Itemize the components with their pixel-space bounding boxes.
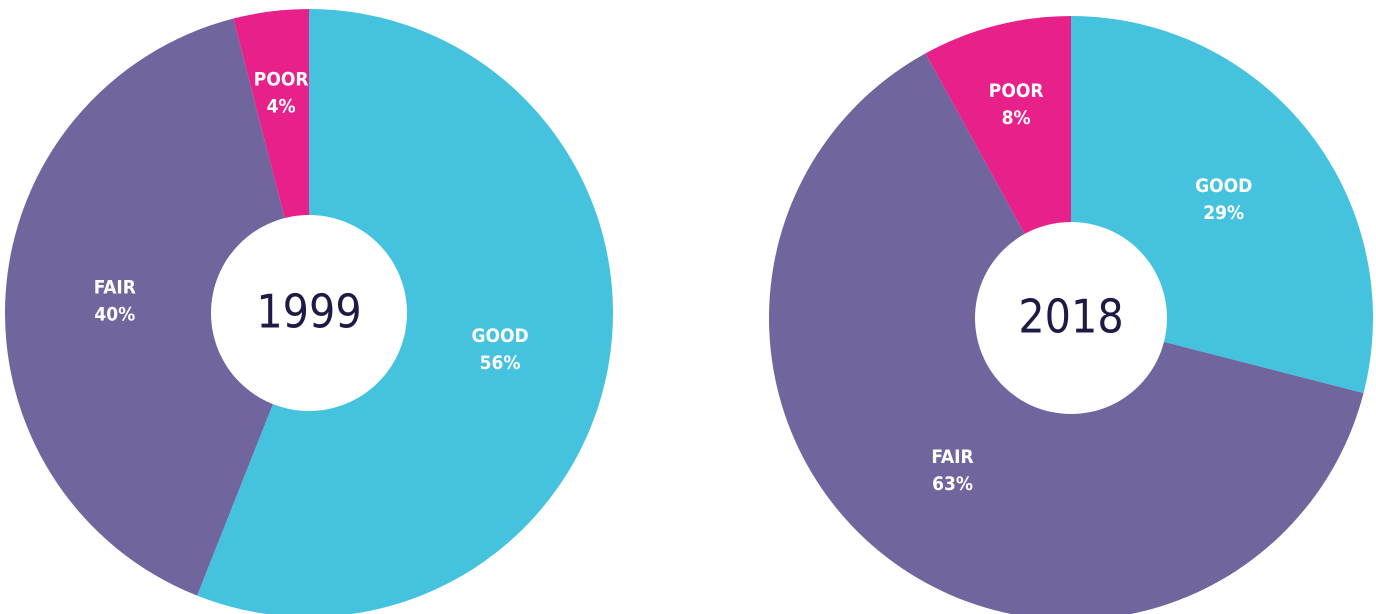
- donut-hole: [975, 222, 1167, 414]
- slice-value: 29%: [1203, 202, 1244, 224]
- slice-label: POOR: [989, 80, 1044, 102]
- slice-label: GOOD: [1195, 175, 1252, 197]
- slice-label: FAIR: [931, 446, 973, 468]
- slice-value: 8%: [1002, 107, 1031, 129]
- slice-value: 63%: [932, 473, 973, 495]
- slice-label: FAIR: [94, 276, 136, 298]
- pie-slice: [4, 18, 309, 596]
- slice-value: 56%: [480, 352, 521, 374]
- slice-value: 4%: [267, 95, 296, 117]
- slice-label: POOR: [254, 68, 309, 90]
- slice-label: GOOD: [471, 325, 528, 347]
- center-label: 2018: [1018, 290, 1123, 344]
- donut-hole: [211, 215, 407, 411]
- slice-value: 40%: [94, 303, 135, 325]
- center-label: 1999: [256, 285, 361, 339]
